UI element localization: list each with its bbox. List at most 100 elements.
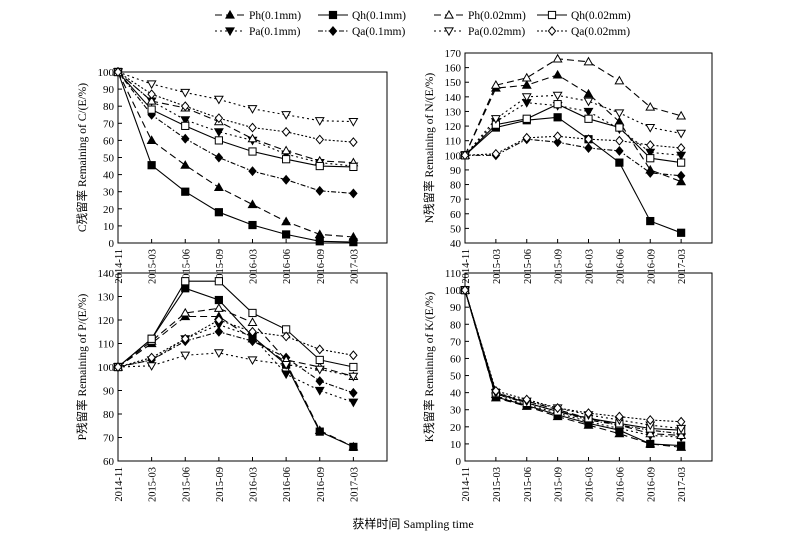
data-point bbox=[584, 143, 593, 153]
data-point bbox=[490, 80, 501, 89]
data-point bbox=[214, 152, 224, 163]
y-tick-label: 130 bbox=[98, 292, 115, 304]
x-tick-label: 2016-09 bbox=[646, 249, 657, 284]
y-tick-label: 90 bbox=[103, 386, 115, 398]
series-line bbox=[117, 71, 354, 168]
data-point bbox=[583, 107, 594, 117]
data-point bbox=[282, 230, 291, 239]
legend-item-qh-0-1mm: Qh(0.1mm) bbox=[318, 10, 406, 22]
data-point bbox=[553, 137, 562, 148]
data-point bbox=[677, 228, 686, 237]
series-line bbox=[464, 74, 682, 183]
data-point bbox=[552, 53, 563, 63]
plot-frame bbox=[464, 272, 713, 462]
x-tick-label: 2015-09 bbox=[554, 467, 565, 502]
y-tick-label: 140 bbox=[445, 92, 462, 104]
data-point bbox=[552, 69, 563, 79]
data-point bbox=[281, 145, 292, 155]
data-point bbox=[583, 88, 594, 98]
y-tick-label: 80 bbox=[103, 101, 115, 113]
y-tick-label: 50 bbox=[450, 223, 462, 235]
x-tick-label: 2014-11 bbox=[461, 249, 472, 284]
series-line bbox=[117, 280, 354, 368]
data-point bbox=[281, 331, 291, 342]
data-point bbox=[147, 105, 156, 114]
data-point bbox=[315, 355, 324, 365]
y-tick-label: 80 bbox=[103, 409, 115, 421]
data-point bbox=[180, 116, 191, 125]
x-tick-label: 2015-03 bbox=[148, 249, 159, 284]
y-axis-label: K残留率 Remaining of K/(E/%) bbox=[422, 292, 436, 443]
data-point bbox=[247, 317, 258, 326]
series-line bbox=[117, 71, 354, 123]
y-tick-label: 80 bbox=[450, 319, 462, 331]
data-point bbox=[315, 237, 324, 246]
data-point bbox=[349, 387, 358, 398]
x-tick-label: 2015-09 bbox=[215, 249, 226, 284]
legend-label: Qa(0.02mm) bbox=[571, 26, 630, 38]
data-point bbox=[349, 137, 358, 148]
data-point bbox=[281, 111, 292, 120]
data-point bbox=[349, 188, 358, 199]
legend-label: Pa(0.1mm) bbox=[249, 26, 301, 38]
data-point bbox=[214, 326, 224, 337]
series-line bbox=[117, 71, 354, 167]
series-line bbox=[464, 289, 682, 430]
series-qa-0-02mm bbox=[460, 131, 686, 161]
data-point bbox=[213, 349, 224, 359]
series-line bbox=[117, 331, 354, 394]
data-point bbox=[248, 122, 257, 133]
data-point bbox=[113, 362, 123, 372]
series-qa-0-02mm bbox=[460, 285, 686, 427]
y-axis-label: P残留率 Remaining of P/(E/%) bbox=[75, 294, 89, 441]
data-point bbox=[180, 160, 191, 169]
data-point bbox=[214, 315, 224, 325]
data-point bbox=[615, 145, 624, 156]
series-line bbox=[464, 102, 682, 156]
x-tick-label: 2014-11 bbox=[114, 467, 125, 502]
y-tick-label: 140 bbox=[98, 268, 115, 280]
data-point bbox=[213, 303, 224, 312]
data-point bbox=[180, 88, 191, 98]
data-point bbox=[348, 398, 359, 408]
y-axis-label: N残留率 Remaining of N/(E/%) bbox=[422, 73, 436, 224]
data-point bbox=[214, 295, 223, 305]
x-tick-label: 2015-06 bbox=[523, 249, 534, 284]
data-point bbox=[146, 95, 157, 105]
y-tick-label: 150 bbox=[445, 77, 462, 89]
data-point bbox=[181, 277, 190, 286]
data-point bbox=[676, 430, 687, 439]
legend-item-pa-0-02mm: Pa(0.02mm) bbox=[434, 26, 525, 38]
data-point bbox=[521, 72, 532, 82]
y-tick-label: 70 bbox=[103, 118, 115, 130]
series-qa-0-02mm bbox=[113, 67, 358, 148]
data-point bbox=[677, 441, 686, 450]
data-point bbox=[314, 229, 325, 239]
data-point bbox=[147, 352, 156, 363]
data-point bbox=[146, 135, 157, 144]
data-point bbox=[646, 439, 655, 449]
data-point bbox=[583, 97, 594, 107]
data-point bbox=[281, 370, 292, 380]
y-tick-label: 100 bbox=[445, 285, 462, 297]
x-tick-label: 2016-09 bbox=[316, 467, 327, 502]
data-point bbox=[281, 216, 292, 226]
data-point bbox=[522, 132, 532, 143]
data-point bbox=[676, 151, 687, 161]
x-tick-label: 2016-06 bbox=[282, 249, 293, 284]
series-line bbox=[465, 138, 682, 177]
series-pa-0-02mm bbox=[113, 68, 359, 127]
x-tick-label: 2017-03 bbox=[677, 249, 688, 284]
data-point bbox=[645, 428, 656, 438]
series-line bbox=[464, 103, 682, 164]
data-point bbox=[349, 362, 358, 372]
data-point bbox=[676, 110, 687, 120]
data-point bbox=[614, 75, 625, 85]
data-point bbox=[247, 356, 258, 366]
data-point bbox=[314, 117, 325, 126]
data-point bbox=[281, 174, 291, 185]
x-tick-label: 2015-03 bbox=[492, 467, 503, 502]
legend-item-pa-0-1mm: Pa(0.1mm) bbox=[215, 26, 301, 38]
y-tick-label: 50 bbox=[450, 371, 462, 383]
legend-item-ph-0-02mm: Ph(0.02mm) bbox=[434, 9, 526, 22]
